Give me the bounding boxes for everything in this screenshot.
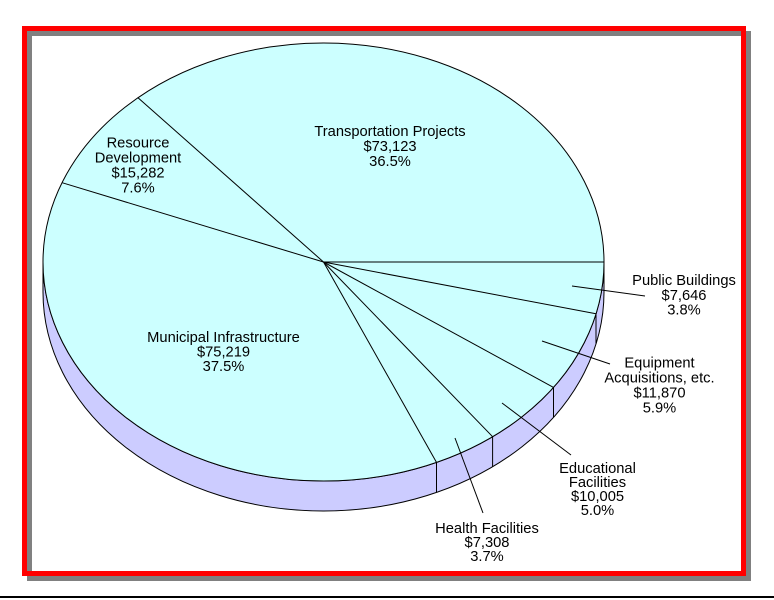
svg-text:$15,282: $15,282	[111, 166, 164, 182]
svg-text:Development: Development	[95, 151, 182, 167]
svg-text:$7,308: $7,308	[465, 535, 510, 551]
svg-text:5.0%: 5.0%	[581, 503, 614, 519]
svg-text:Resource: Resource	[107, 136, 170, 152]
svg-text:Educational: Educational	[559, 461, 636, 477]
svg-text:$11,870: $11,870	[633, 386, 685, 402]
svg-text:36.5%: 36.5%	[369, 154, 411, 170]
svg-text:Transportation Projects: Transportation Projects	[314, 124, 465, 140]
svg-text:Acquisitions, etc.: Acquisitions, etc.	[604, 371, 714, 387]
svg-text:$73,123: $73,123	[363, 139, 416, 155]
svg-text:37.5%: 37.5%	[203, 359, 245, 375]
svg-text:$7,646: $7,646	[662, 288, 707, 304]
svg-text:Health Facilities: Health Facilities	[435, 521, 539, 537]
svg-text:3.7%: 3.7%	[470, 549, 503, 565]
svg-text:3.8%: 3.8%	[667, 303, 700, 319]
svg-text:7.6%: 7.6%	[121, 181, 154, 197]
svg-text:5.9%: 5.9%	[643, 401, 676, 417]
svg-text:$75,219: $75,219	[197, 345, 250, 361]
svg-text:Municipal Infrastructure: Municipal Infrastructure	[147, 330, 300, 346]
svg-text:Public Buildings: Public Buildings	[632, 273, 736, 289]
svg-text:$10,005: $10,005	[571, 489, 624, 505]
svg-text:Facilities: Facilities	[569, 475, 626, 491]
svg-text:Equipment: Equipment	[624, 356, 694, 372]
